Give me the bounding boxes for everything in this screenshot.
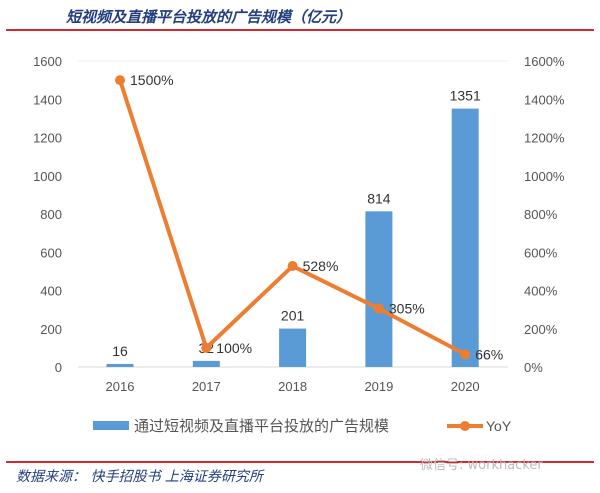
y2-tick-label: 800%	[524, 207, 558, 222]
bar	[451, 108, 479, 367]
source-note: 数据来源： 快手招股书 上海证券研究所	[16, 469, 263, 485]
y2-tick-label: 0%	[524, 360, 543, 375]
bar-data-label: 16	[112, 343, 128, 359]
y2-tick-label: 1400%	[524, 92, 565, 107]
line-data-label: 528%	[303, 258, 339, 274]
x-tick-label: 2019	[364, 379, 393, 394]
y-tick-label: 600	[40, 245, 62, 260]
y-tick-label: 400	[40, 284, 62, 299]
x-tick-label: 2017	[192, 379, 221, 394]
line-data-label: 100%	[216, 340, 252, 356]
y-tick-label: 1200	[33, 131, 62, 146]
yoy-point	[287, 261, 298, 272]
x-tick-label: 2018	[278, 379, 307, 394]
y2-tick-label: 200%	[524, 322, 558, 337]
y-tick-label: 1600	[33, 54, 62, 69]
x-tick-label: 2016	[106, 379, 135, 394]
y2-tick-label: 1200%	[524, 131, 565, 146]
y2-tick-label: 400%	[524, 284, 558, 299]
yoy-point	[201, 342, 212, 353]
legend-line-marker	[460, 421, 470, 431]
bar	[279, 328, 307, 367]
y-tick-label: 1400	[33, 92, 62, 107]
y2-tick-label: 1000%	[524, 169, 565, 184]
yoy-point	[373, 303, 384, 314]
chart-title: 短视频及直播平台投放的广告规模（亿元）	[66, 8, 352, 26]
y-tick-label: 800	[40, 207, 62, 222]
chart-plot: 0 200 400 600 800 1000 1200 1400 1600 0% 200% 400% 6…	[33, 54, 565, 435]
bar	[365, 211, 393, 367]
bar-data-label: 1351	[450, 88, 481, 104]
y2-tick-label: 1600%	[524, 54, 565, 69]
yoy-point	[460, 349, 471, 360]
title-rule	[6, 29, 594, 31]
legend-bar-label: 通过短视频及直播平台投放的广告规模	[134, 418, 389, 435]
line-data-label: 66%	[475, 346, 503, 362]
watermark: 微信号: workhacker	[420, 458, 543, 473]
bar-data-label: 201	[281, 308, 305, 324]
line-data-label: 1500%	[130, 72, 174, 88]
bar	[106, 363, 134, 367]
bar	[192, 360, 220, 367]
yoy-point	[115, 75, 125, 86]
bar-data-label: 814	[367, 190, 391, 206]
y-tick-label: 1000	[33, 169, 62, 184]
legend-line-label: YoY	[486, 418, 512, 434]
legend-bar-swatch	[93, 421, 129, 430]
y-tick-label: 200	[40, 322, 62, 337]
y-tick-label: 0	[55, 360, 62, 375]
line-data-label: 305%	[389, 301, 425, 317]
footer-rule	[6, 461, 594, 463]
x-tick-label: 2020	[451, 379, 480, 394]
y2-tick-label: 600%	[524, 245, 558, 260]
